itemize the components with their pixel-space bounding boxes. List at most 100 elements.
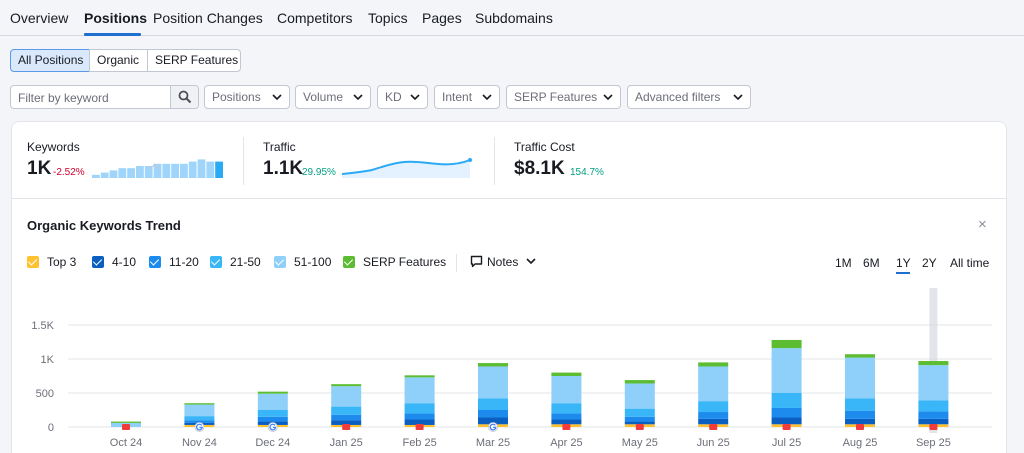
bar-segment[interactable] <box>478 398 508 410</box>
bar-segment[interactable] <box>551 372 582 376</box>
bar-segment[interactable] <box>257 393 288 410</box>
bar-segment[interactable] <box>845 357 875 399</box>
flag-icon[interactable] <box>635 424 644 430</box>
all-positions-button[interactable]: All Positions <box>10 49 90 72</box>
range-2y[interactable]: 2Y <box>922 256 937 270</box>
flag-icon[interactable] <box>342 424 351 430</box>
positions-dropdown[interactable]: Positions <box>204 85 290 109</box>
bar-segment[interactable] <box>845 418 875 425</box>
bar-segment[interactable] <box>918 411 949 419</box>
flag-icon[interactable] <box>122 424 130 430</box>
google-update-icon[interactable] <box>488 422 498 432</box>
bar-segment[interactable] <box>257 410 288 417</box>
legend-21-50[interactable]: 21-50 <box>210 255 261 269</box>
legend-4-10[interactable]: 4-10 <box>92 255 136 269</box>
bar-segment[interactable] <box>918 400 949 412</box>
bar-segment[interactable] <box>184 404 215 417</box>
search-button[interactable] <box>170 86 198 108</box>
bar-segment[interactable] <box>698 401 729 413</box>
bar-segment[interactable] <box>698 412 729 419</box>
bar-segment[interactable] <box>331 406 362 415</box>
bar-segment[interactable] <box>257 416 288 422</box>
legend-serp-features[interactable]: SERP Features <box>343 255 446 269</box>
keyword-filter[interactable]: Filter by keyword <box>10 85 199 109</box>
bar-segment[interactable] <box>184 416 215 421</box>
serp-features-dropdown[interactable]: SERP Features <box>506 85 621 109</box>
bar-segment[interactable] <box>771 407 802 418</box>
bar-segment[interactable] <box>918 361 949 366</box>
keywords-value[interactable]: 1K <box>27 158 52 179</box>
bar-segment[interactable] <box>551 403 582 414</box>
legend-11-20[interactable]: 11-20 <box>149 255 199 269</box>
range-1y[interactable]: 1Y <box>896 256 911 270</box>
bar-segment[interactable] <box>624 408 655 417</box>
flag-icon[interactable] <box>929 424 938 430</box>
bar-segment[interactable] <box>331 420 362 425</box>
tab-competitors[interactable]: Competitors <box>277 10 353 26</box>
kd-dropdown[interactable]: KD <box>377 85 428 109</box>
flag-icon[interactable] <box>856 424 864 430</box>
tab-subdomains[interactable]: Subdomains <box>475 10 553 26</box>
bar-segment[interactable] <box>404 375 435 378</box>
range-1m[interactable]: 1M <box>835 256 852 270</box>
bar-segment[interactable] <box>331 386 362 407</box>
bar-segment[interactable] <box>624 416 655 422</box>
bar-segment[interactable] <box>624 421 655 425</box>
bar-segment[interactable] <box>845 398 875 411</box>
organic-keywords-chart[interactable]: 0 500 1K 1.5K Oct 24 Nov 24 Dec 24 Jan 25 Feb 25… <box>12 288 1007 453</box>
traffic-sparkline[interactable] <box>342 158 474 178</box>
google-update-icon[interactable] <box>194 422 205 432</box>
serp-features-button[interactable]: SERP Features <box>147 49 241 72</box>
intent-dropdown[interactable]: Intent <box>434 85 500 109</box>
range-all-time[interactable]: All time <box>950 256 990 270</box>
bar-segment[interactable] <box>771 393 802 408</box>
bar-segment[interactable] <box>404 377 435 404</box>
bar-segment[interactable] <box>551 376 582 404</box>
bar-segment[interactable] <box>624 380 655 384</box>
bar-segment[interactable] <box>698 418 729 425</box>
bar-segment[interactable] <box>478 363 508 367</box>
flag-icon[interactable] <box>709 424 718 430</box>
search-input[interactable]: Filter by keyword <box>18 91 109 105</box>
traffic-value[interactable]: 1.1K <box>263 158 304 179</box>
bar-segment[interactable] <box>331 384 362 387</box>
legend-top-3[interactable]: Top 3 <box>27 255 76 269</box>
bar-segment[interactable] <box>478 366 508 399</box>
bar-segment[interactable] <box>771 417 802 425</box>
organic-button[interactable]: Organic <box>89 49 148 72</box>
legend-51-100[interactable]: 51-100 <box>274 255 331 269</box>
bar-segment[interactable] <box>771 339 802 349</box>
close-icon[interactable]: × <box>978 216 987 233</box>
notes-dropdown[interactable]: Notes <box>470 255 536 269</box>
tab-overview[interactable]: Overview <box>10 10 69 26</box>
bar-segment[interactable] <box>698 362 729 367</box>
bar-segment[interactable] <box>184 420 215 423</box>
bar-segment[interactable] <box>551 413 582 420</box>
flag-icon[interactable] <box>782 424 791 430</box>
tab-pages[interactable]: Pages <box>422 10 462 26</box>
bar-segment[interactable] <box>698 366 729 402</box>
flag-icon[interactable] <box>562 424 571 430</box>
volume-dropdown[interactable]: Volume <box>295 85 371 109</box>
bar-segment[interactable] <box>184 403 215 405</box>
tab-position-changes[interactable]: Position Changes <box>153 10 263 26</box>
bar-segment[interactable] <box>404 403 435 414</box>
bar-segment[interactable] <box>771 348 802 393</box>
bar-segment[interactable] <box>624 383 655 409</box>
bar-segment[interactable] <box>257 391 288 394</box>
bar-segment[interactable] <box>404 419 435 425</box>
bar-segment[interactable] <box>478 417 508 425</box>
bar-segment[interactable] <box>551 419 582 425</box>
range-6m[interactable]: 6M <box>863 256 880 270</box>
tab-positions[interactable]: Positions <box>84 10 148 26</box>
advanced-filters-dropdown[interactable]: Advanced filters <box>627 85 751 109</box>
bar-segment[interactable] <box>918 418 949 425</box>
bar-segment[interactable] <box>111 421 141 423</box>
bar-segment[interactable] <box>331 414 362 421</box>
bar-segment[interactable] <box>845 410 875 419</box>
bar-segment[interactable] <box>404 413 435 420</box>
keywords-sparkline[interactable] <box>92 158 225 180</box>
traffic-cost-value[interactable]: $8.1K <box>514 158 565 179</box>
tab-topics[interactable]: Topics <box>368 10 408 26</box>
bar-segment[interactable] <box>845 354 875 358</box>
